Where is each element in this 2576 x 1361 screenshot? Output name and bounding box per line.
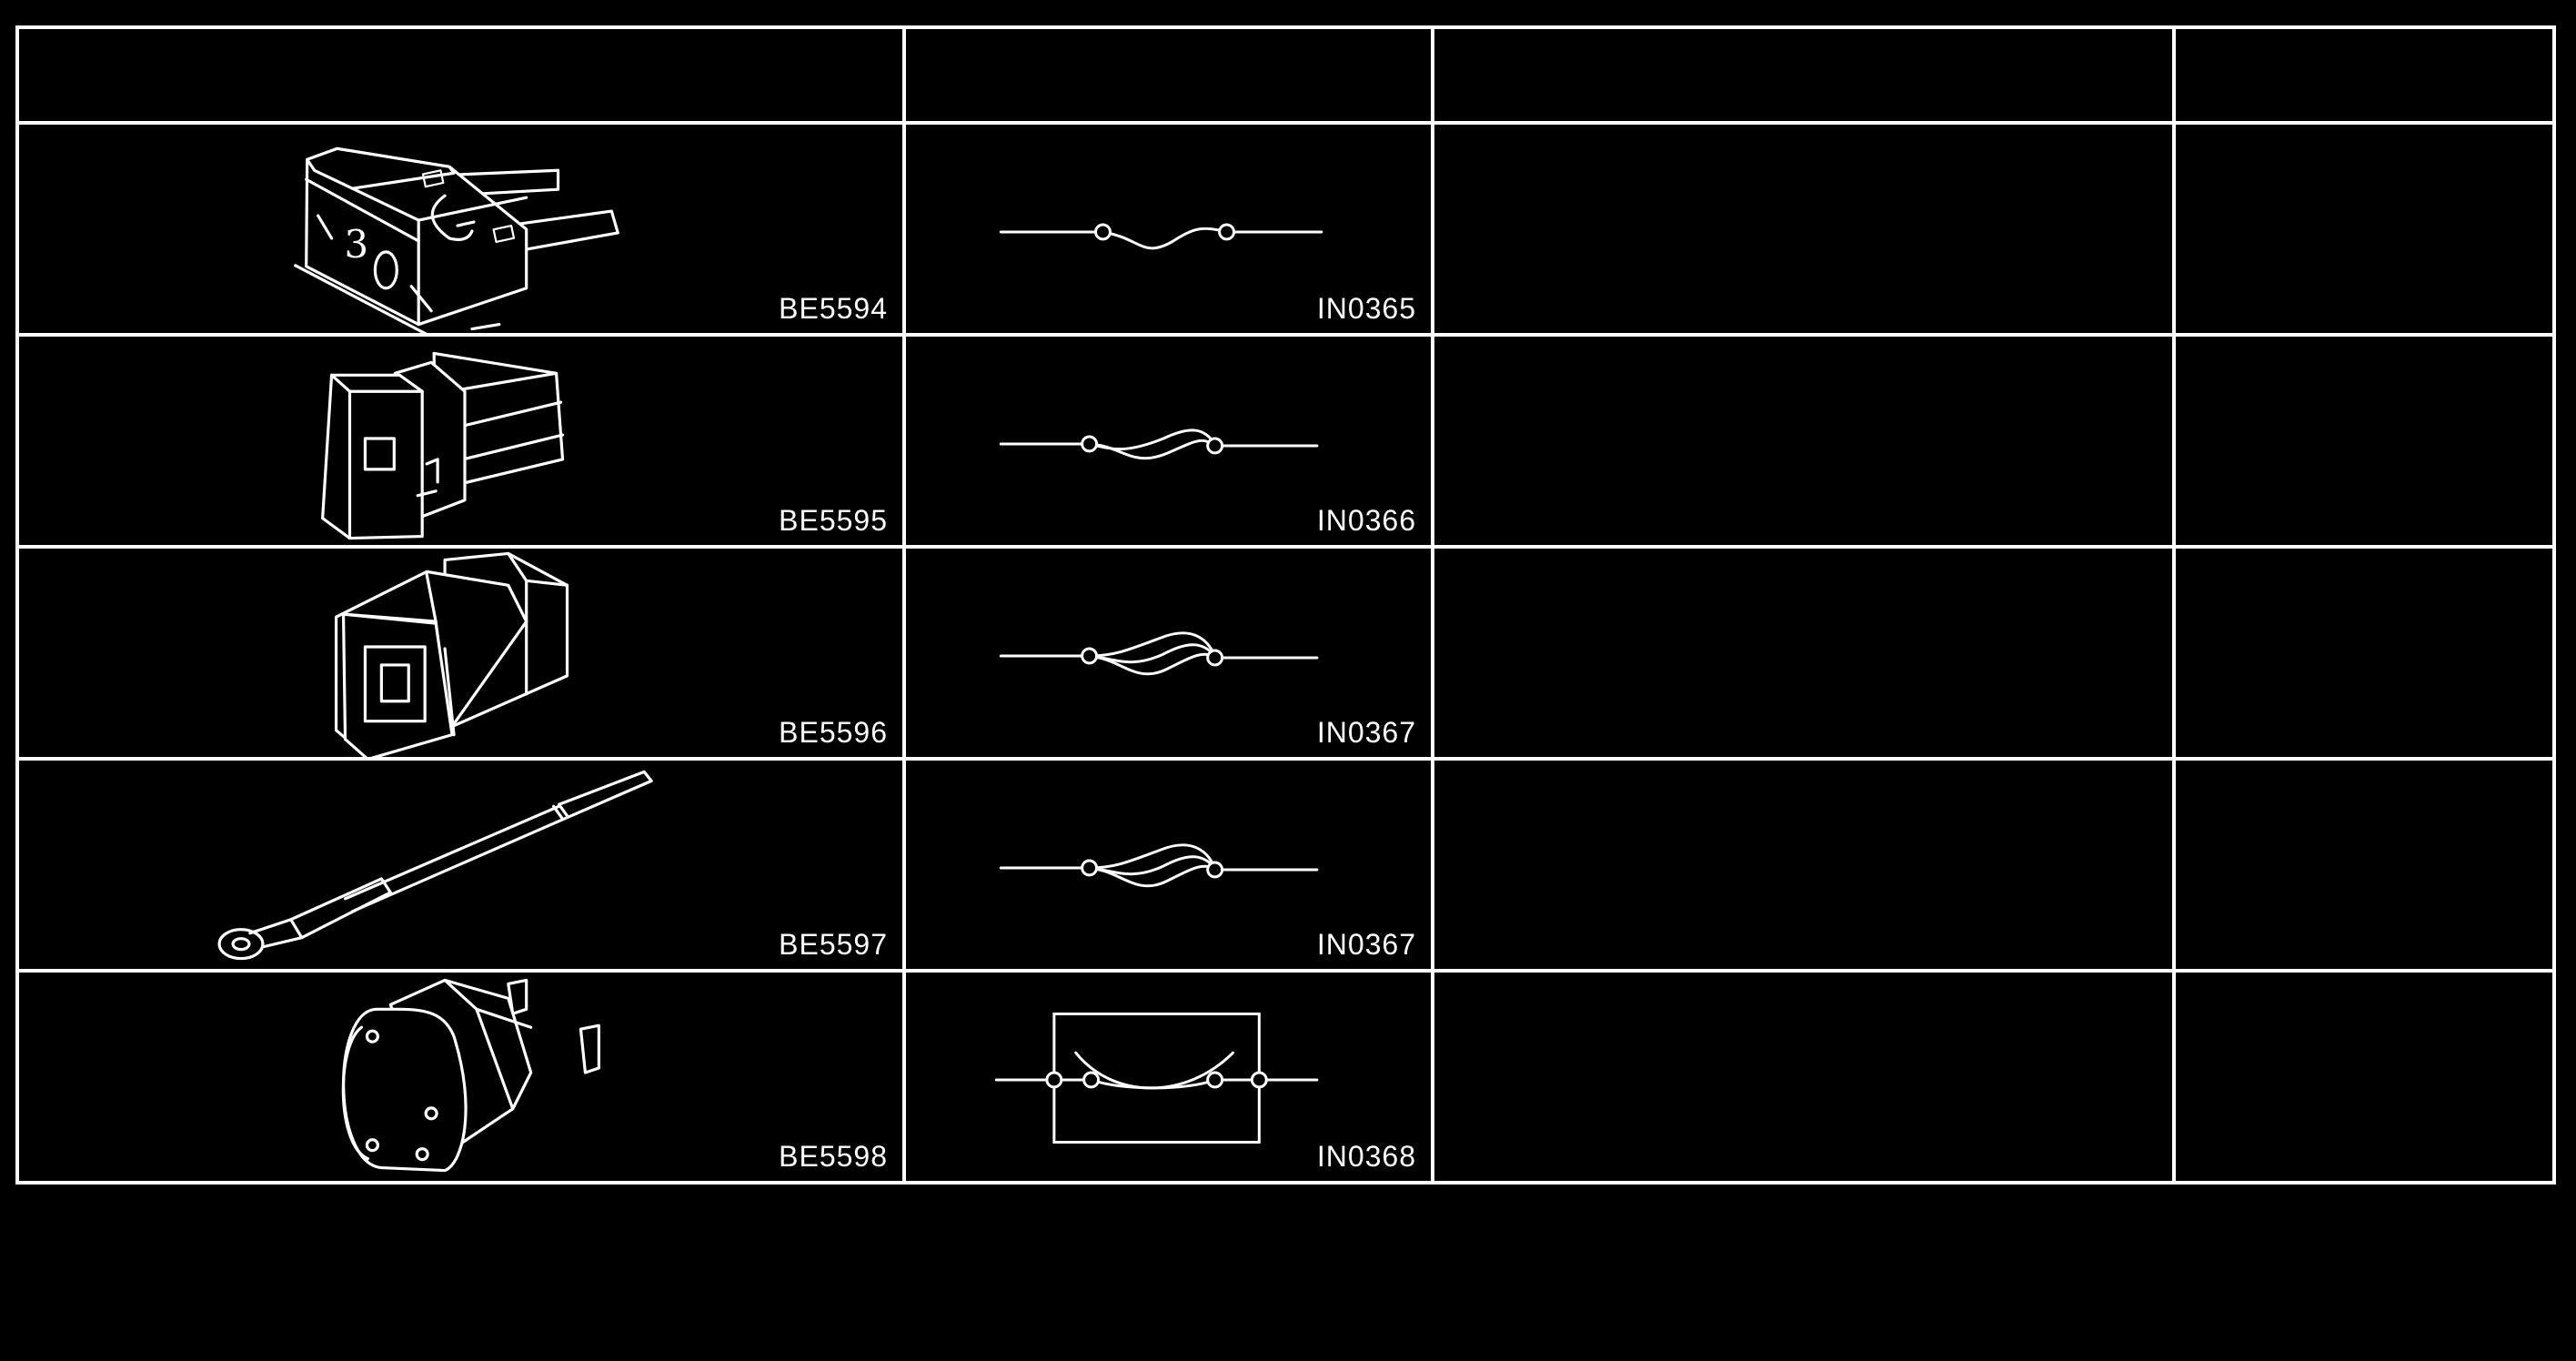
- illustration-code: BE5595: [779, 504, 888, 537]
- symbol-code: IN0367: [1316, 928, 1416, 961]
- medium-current-fuse-illustration-icon: [321, 351, 565, 540]
- table-row: BE5598 IN0368: [15, 969, 2556, 1185]
- table-row: BE5595 IN0366: [15, 333, 2556, 549]
- high-current-fuse-illustration-icon: [334, 551, 569, 757]
- abbreviation-cell: [2172, 969, 2556, 1185]
- abbreviation-cell: [2172, 757, 2556, 973]
- part-name-cell: [1431, 757, 2176, 973]
- header-cell-part-name: [1431, 25, 2176, 125]
- symbol-code: IN0367: [1316, 716, 1416, 749]
- abbreviation-cell: [2172, 121, 2556, 337]
- illustration-cell: BE5597: [15, 757, 906, 973]
- table-row: 3 BE5594 IN0365: [15, 121, 2556, 337]
- illustration-cell: BE5595: [15, 333, 906, 549]
- header-cell-abbreviation: [2172, 25, 2556, 125]
- circuit-breaker-symbol-icon: [994, 1012, 1319, 1144]
- circuit-breaker-illustration-icon: [341, 978, 600, 1173]
- abbreviation-cell: [2172, 545, 2556, 761]
- illustration-code: BE5597: [779, 928, 888, 961]
- illustration-code: BE5594: [779, 292, 888, 325]
- table-row: BE5597 IN0367: [15, 757, 2556, 973]
- high-current-fuse-symbol-icon: [999, 631, 1319, 676]
- header-cell-symbol: [902, 25, 1434, 125]
- symbol-cell: IN0367: [902, 545, 1434, 761]
- symbol-code: IN0366: [1316, 504, 1416, 537]
- high-current-fuse-symbol-icon: [999, 843, 1319, 888]
- part-name-cell: [1431, 333, 2176, 549]
- abbreviation-cell: [2172, 333, 2556, 549]
- symbol-code: IN0368: [1316, 1140, 1416, 1173]
- fusible-link-illustration-icon: [217, 770, 653, 961]
- svg-text:3: 3: [345, 222, 369, 267]
- table-header-row: [15, 25, 2556, 125]
- symbol-cell: IN0368: [902, 969, 1434, 1185]
- illustration-code: BE5596: [779, 716, 888, 749]
- part-name-cell: [1431, 545, 2176, 761]
- symbol-code: IN0365: [1316, 292, 1416, 325]
- symbol-cell: IN0365: [902, 121, 1434, 337]
- medium-current-fuse-symbol-icon: [999, 428, 1319, 460]
- header-cell-illustration: [15, 25, 906, 125]
- part-name-cell: [1431, 121, 2176, 337]
- table-row: BE5596 IN0367: [15, 545, 2556, 761]
- blade-fuse-illustration-icon: 3: [294, 146, 619, 333]
- fuse-types-table: 3 BE5594 IN0365: [15, 25, 2556, 1185]
- illustration-cell: BE5596: [15, 545, 906, 761]
- symbol-cell: IN0367: [902, 757, 1434, 973]
- symbol-cell: IN0366: [902, 333, 1434, 549]
- part-name-cell: [1431, 969, 2176, 1185]
- illustration-cell: BE5598: [15, 969, 906, 1185]
- fuse-symbol-icon: [999, 223, 1323, 250]
- illustration-code: BE5598: [779, 1140, 888, 1173]
- illustration-cell: 3 BE5594: [15, 121, 906, 337]
